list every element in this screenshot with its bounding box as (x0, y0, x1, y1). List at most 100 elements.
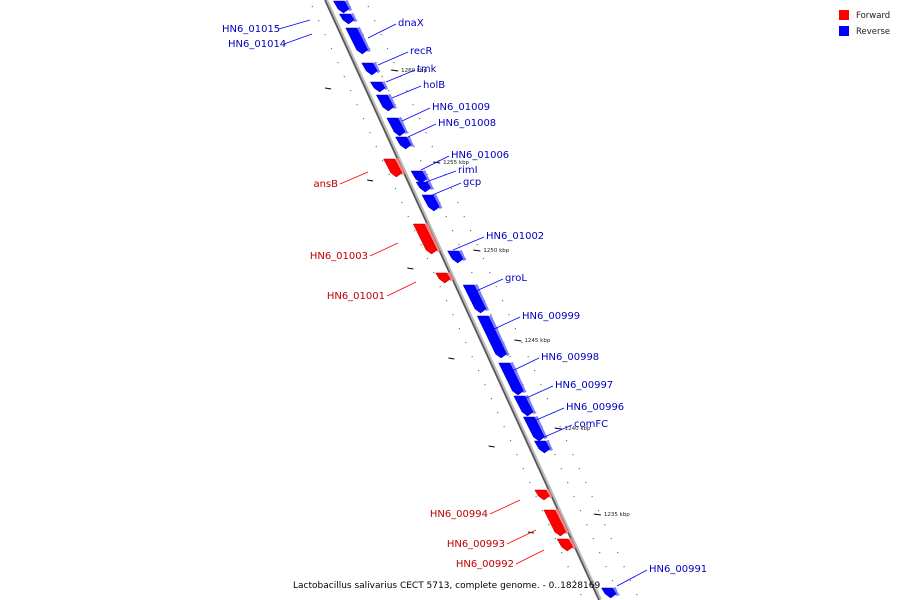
gene-block (476, 315, 507, 359)
gene-ansB: ansB (313, 158, 405, 190)
legend-forward-swatch (839, 10, 849, 20)
gene-block (412, 223, 438, 255)
genome-caption: Lactobacillus salivarius CECT 5713, comp… (293, 581, 600, 591)
gene-block (421, 194, 440, 212)
tick-label: 1255 kbp (443, 160, 469, 166)
gene-connector (283, 33, 313, 45)
gene-recR: recR (361, 46, 433, 76)
gene-block-side (545, 489, 553, 498)
gene-label: gcp (463, 177, 481, 188)
gene-block-side (458, 250, 467, 261)
gene-HN6_00994: HN6_00994 (430, 489, 553, 520)
gene-holB: holB (375, 80, 445, 112)
gene-connector (616, 569, 648, 587)
gene-label: HN6_01006 (451, 150, 509, 161)
gene-label: HN6_01008 (438, 118, 496, 129)
legend-forward-label: Forward (856, 11, 890, 21)
gene-comFC: comFC (533, 419, 608, 454)
gene-block (383, 158, 403, 178)
gene-label: HN6_00997 (555, 380, 613, 391)
gene-label: recR (410, 46, 433, 57)
gene-block-side (474, 284, 490, 311)
gene-label: comFC (574, 419, 608, 430)
gene-block (370, 81, 386, 93)
gene-HN6_01015: HN6_01015 (222, 0, 353, 35)
gene-block-side (424, 223, 441, 252)
gene-block-side (534, 416, 548, 439)
gene-connector (339, 171, 369, 185)
gene-connector (533, 407, 565, 422)
tick-label: 1240 kbp (565, 426, 591, 432)
gene-block (534, 489, 550, 501)
gene-block-side (372, 62, 381, 73)
gene-HN6_00993: HN6_00993 (447, 509, 569, 550)
gene-label: HN6_01015 (222, 24, 280, 35)
gene-block (498, 362, 524, 396)
gene-block-side (397, 117, 409, 134)
gene-connector (278, 19, 311, 30)
gene-HN6_00996: HN6_00996 (523, 402, 624, 442)
gene-block-side (612, 587, 620, 596)
gene-block (375, 94, 395, 112)
gene-HN6_01001: HN6_01001 (327, 272, 454, 302)
gene-HN6_01014: HN6_01014 (228, 13, 358, 50)
gene-block-side (356, 27, 371, 52)
gene-block (333, 0, 350, 14)
gene-connector (491, 316, 521, 331)
gene-block-side (427, 181, 434, 190)
gene-features: HN6_01015 HN6_01014 dnaX recR tmk holB HN6_010… (222, 0, 707, 599)
gene-label: HN6_00991 (649, 564, 707, 575)
gene-HN6_01009: HN6_01009 (386, 102, 490, 137)
gene-block (415, 181, 432, 193)
gene-label: HN6_01014 (228, 39, 286, 50)
gene-connector (509, 357, 540, 373)
gene-label: HN6_00994 (430, 509, 488, 520)
gene-label: HN6_01002 (486, 231, 544, 242)
gene-connector (401, 107, 431, 122)
gene-connector (391, 85, 422, 99)
gene-HN6_00997: HN6_00997 (513, 380, 613, 417)
gene-block (386, 117, 406, 137)
gene-block-side (406, 136, 415, 147)
gene-block-side (387, 94, 397, 109)
tick-label: 1245 kbp (524, 338, 550, 344)
gene-block-side (344, 0, 353, 11)
gene-block (601, 587, 617, 599)
gene-block (556, 538, 574, 552)
gene-connector (523, 385, 554, 400)
gene-connector (385, 69, 416, 83)
gene-connector (429, 182, 462, 197)
tick-label: 1260 kbp (401, 68, 427, 74)
gene-connector (452, 236, 485, 251)
gene-connector (369, 242, 399, 257)
gene-HN6_00999: HN6_00999 (476, 311, 580, 359)
gene-label: HN6_01009 (432, 102, 490, 113)
gene-block (543, 509, 567, 537)
gene-connector (377, 51, 409, 66)
gene-HN6_00991: HN6_00991 (601, 564, 707, 599)
gene-label: dnaX (398, 18, 424, 29)
gene-rimI: rimI (415, 165, 478, 193)
gene-block-side (422, 170, 430, 181)
gene-label: HN6_00996 (566, 402, 624, 413)
gene-connector (367, 23, 397, 39)
gene-tmk: tmk (370, 64, 437, 93)
gene-connector (407, 123, 437, 138)
gene-label: HN6_00998 (541, 352, 599, 363)
gene-block (338, 13, 355, 25)
gene-HN6_01003: HN6_01003 (310, 223, 441, 262)
gene-block (361, 62, 378, 76)
gene-block-side (433, 194, 443, 209)
gene-label: HN6_00992 (456, 559, 514, 570)
gene-connector (473, 278, 504, 293)
gene-block (462, 284, 487, 314)
gene-connector (420, 155, 450, 171)
gene-block-side (554, 509, 569, 534)
gene-label: ansB (313, 179, 338, 190)
gene-gcp: gcp (421, 177, 481, 212)
gene-groL: groL (462, 273, 527, 314)
gene-block-side (446, 272, 454, 281)
gene-block (345, 27, 369, 55)
gene-label: tmk (417, 64, 437, 75)
gene-block-side (568, 538, 576, 549)
